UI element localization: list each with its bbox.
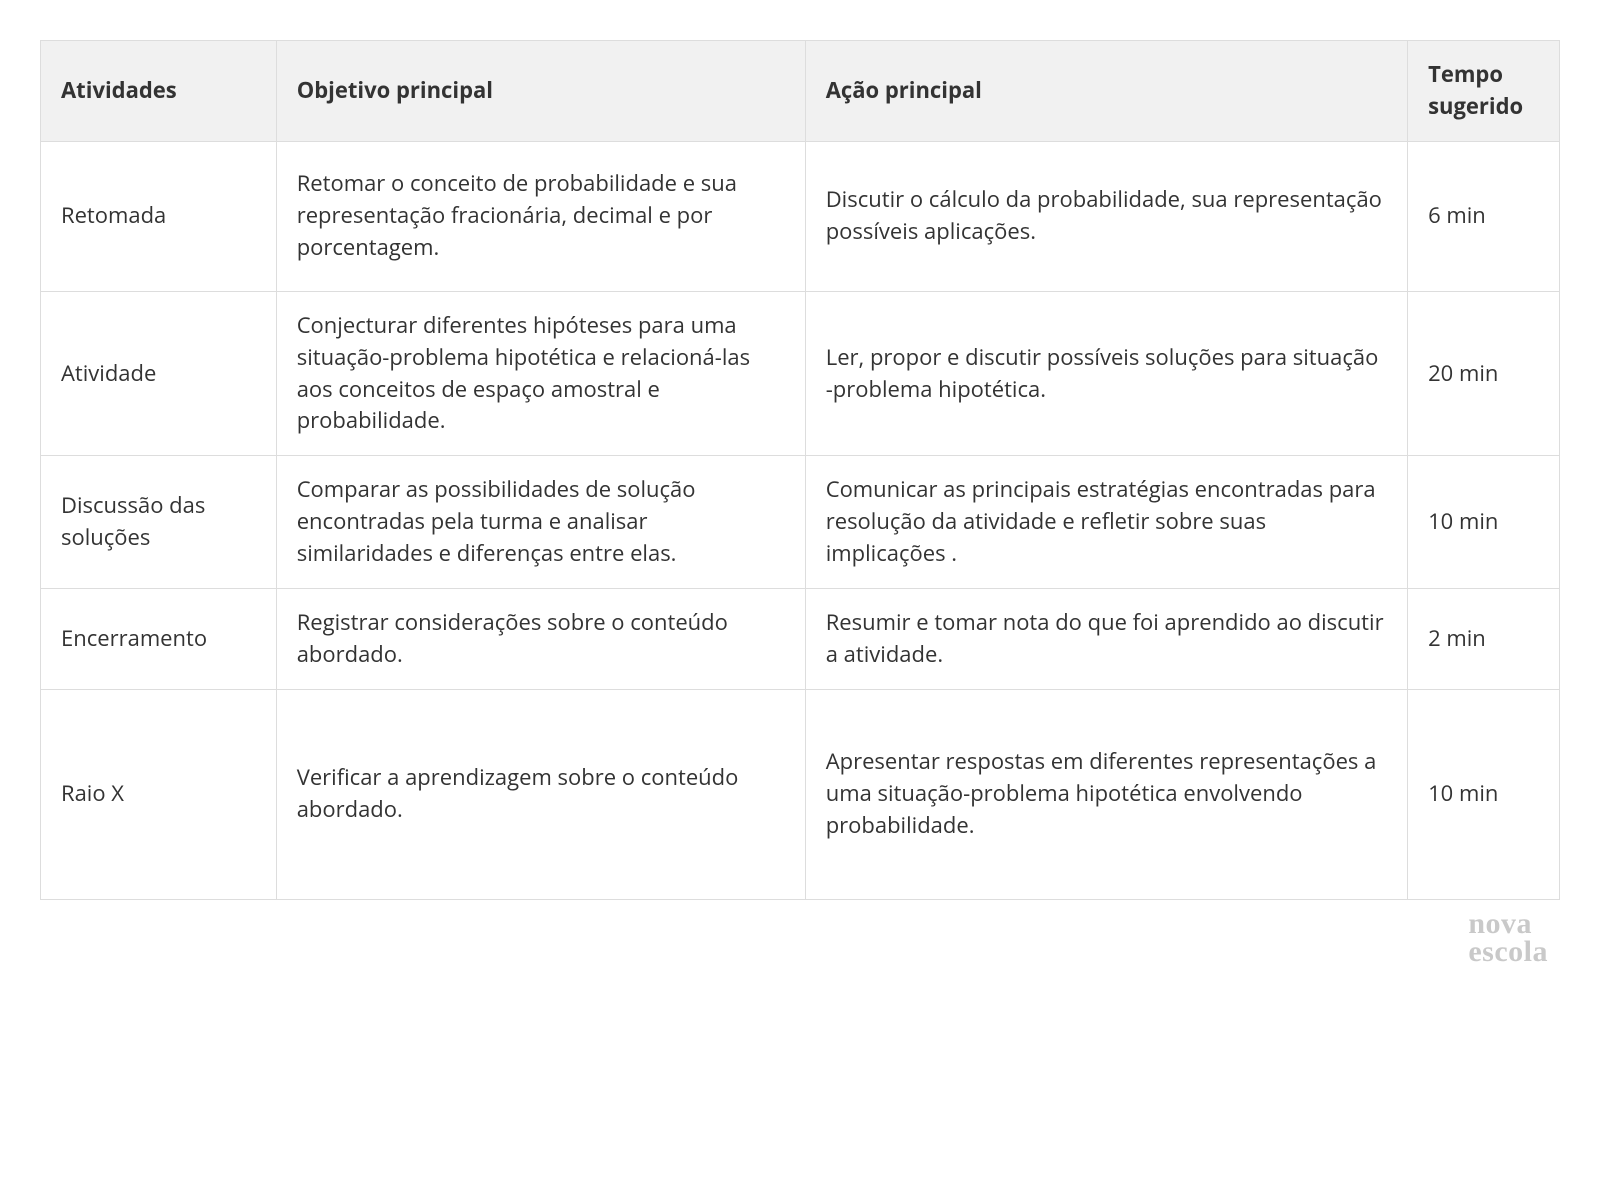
brand-logo: nova escola <box>1468 910 1548 967</box>
lesson-plan-table: Atividades Objetivo principal Ação princ… <box>40 40 1560 900</box>
cell-atividade: Atividade <box>41 291 277 456</box>
cell-tempo: 10 min <box>1408 456 1560 589</box>
cell-objetivo: Conjecturar diferentes hipóteses para um… <box>276 291 805 456</box>
table-row: Raio X Verificar a aprendizagem sobre o … <box>41 689 1560 899</box>
cell-acao: Ler, propor e discutir possíveis soluçõe… <box>805 291 1407 456</box>
cell-acao: Resumir e tomar nota do que foi aprendid… <box>805 589 1407 690</box>
cell-atividade: Encerramento <box>41 589 277 690</box>
cell-atividade: Discussão das soluções <box>41 456 277 589</box>
cell-objetivo: Comparar as possibilidades de solução en… <box>276 456 805 589</box>
cell-tempo: 10 min <box>1408 689 1560 899</box>
cell-tempo: 20 min <box>1408 291 1560 456</box>
col-header-atividades: Atividades <box>41 41 277 142</box>
cell-atividade: Retomada <box>41 141 277 291</box>
table-header-row: Atividades Objetivo principal Ação princ… <box>41 41 1560 142</box>
cell-atividade: Raio X <box>41 689 277 899</box>
table-row: Encerramento Registrar considerações sob… <box>41 589 1560 690</box>
cell-acao: Discutir o cálculo da probabilidade, sua… <box>805 141 1407 291</box>
cell-tempo: 6 min <box>1408 141 1560 291</box>
table-row: Discussão das soluções Comparar as possi… <box>41 456 1560 589</box>
cell-objetivo: Retomar o conceito de probabilidade e su… <box>276 141 805 291</box>
cell-objetivo: Registrar considerações sobre o conteúdo… <box>276 589 805 690</box>
table-row: Retomada Retomar o conceito de probabili… <box>41 141 1560 291</box>
table-row: Atividade Conjecturar diferentes hipótes… <box>41 291 1560 456</box>
brand-line2: escola <box>1468 935 1548 968</box>
cell-tempo: 2 min <box>1408 589 1560 690</box>
cell-acao: Apresentar respostas em diferentes repre… <box>805 689 1407 899</box>
cell-acao: Comunicar as principais estratégias enco… <box>805 456 1407 589</box>
col-header-objetivo: Objetivo principal <box>276 41 805 142</box>
footer: nova escola <box>40 900 1560 967</box>
col-header-tempo: Tempo sugerido <box>1408 41 1560 142</box>
cell-objetivo: Verificar a aprendizagem sobre o conteúd… <box>276 689 805 899</box>
col-header-acao: Ação principal <box>805 41 1407 142</box>
